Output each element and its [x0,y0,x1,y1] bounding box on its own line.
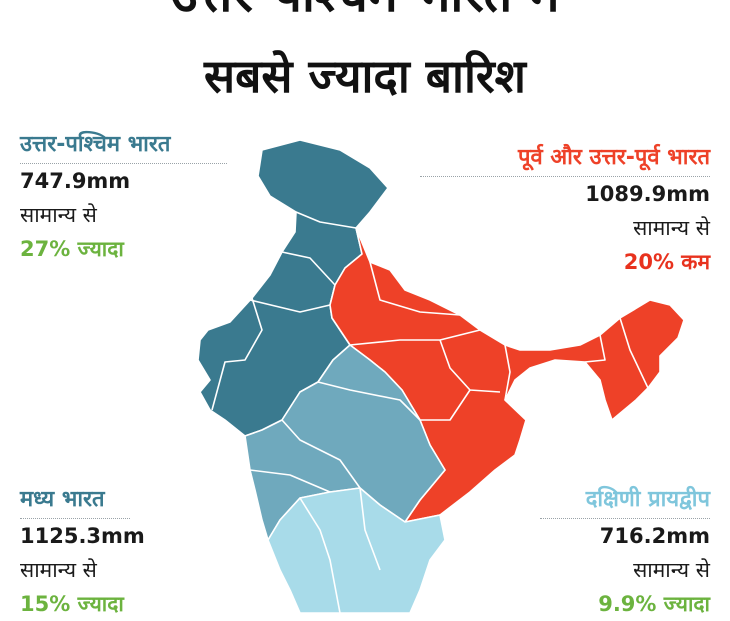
region-northeast-delta: 20% कम [623,250,710,274]
region-south-rainfall: 716.2mm [599,524,710,548]
region-northeast: पूर्व और उत्तर-पूर्व भारत 1089.9mm सामान… [420,143,710,279]
region-south: दक्षिणी प्रायद्वीप 716.2mm सामान्य से 9.… [540,485,710,621]
region-central-rainfall: 1125.3mm [20,524,145,548]
region-central-delta: 15% ज्यादा [20,592,124,616]
region-south-normal-label: सामान्य से [633,558,710,582]
region-northwest: उत्तर-पश्चिम भारत 747.9mm सामान्य से 27%… [20,130,227,266]
region-south-delta: 9.9% ज्यादा [598,592,710,616]
region-northwest-delta: 27% ज्यादा [20,237,124,261]
region-northeast-title: पूर्व और उत्तर-पूर्व भारत [420,143,710,177]
region-central-normal-label: सामान्य से [20,558,97,582]
region-northeast-rainfall: 1089.9mm [585,182,710,206]
region-south-title: दक्षिणी प्रायद्वीप [540,485,710,519]
region-northeast-normal-label: सामान्य से [633,216,710,240]
headline-line-1: उत्तर-पश्चिम भारत में [0,0,730,24]
headline-line-2: सबसे ज्यादा बारिश [204,49,526,103]
region-central: मध्य भारत 1125.3mm सामान्य से 15% ज्यादा [20,485,145,621]
map-region-south [267,487,446,613]
region-northwest-normal-label: सामान्य से [20,203,97,227]
region-northwest-title: उत्तर-पश्चिम भारत [20,130,227,164]
region-central-title: मध्य भारत [20,485,130,519]
region-northwest-rainfall: 747.9mm [20,169,131,193]
